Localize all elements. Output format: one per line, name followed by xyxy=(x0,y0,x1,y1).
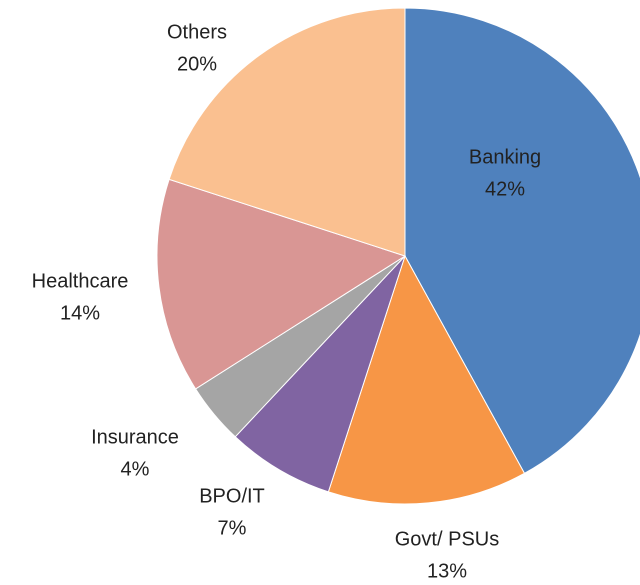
pie-slice xyxy=(168,7,406,257)
slice-value-label: 14% xyxy=(60,302,100,324)
slice-value-label: 42% xyxy=(485,178,525,200)
slice-label: Healthcare xyxy=(32,270,129,292)
slice-value-label: 20% xyxy=(177,53,217,75)
slice-value-label: 7% xyxy=(218,517,247,539)
pie-slice xyxy=(234,255,406,493)
pie-slice xyxy=(327,254,526,505)
slice-label: Insurance xyxy=(91,426,179,448)
pie-slice xyxy=(404,7,640,475)
slice-label: BPO/IT xyxy=(199,485,265,507)
slice-label: Govt/ PSUs xyxy=(395,528,499,550)
slice-value-label: 4% xyxy=(121,458,150,480)
slice-value-label: 13% xyxy=(427,560,467,582)
slice-label: Banking xyxy=(469,146,541,168)
pie-slice xyxy=(156,178,407,390)
slice-label: Others xyxy=(167,21,227,43)
